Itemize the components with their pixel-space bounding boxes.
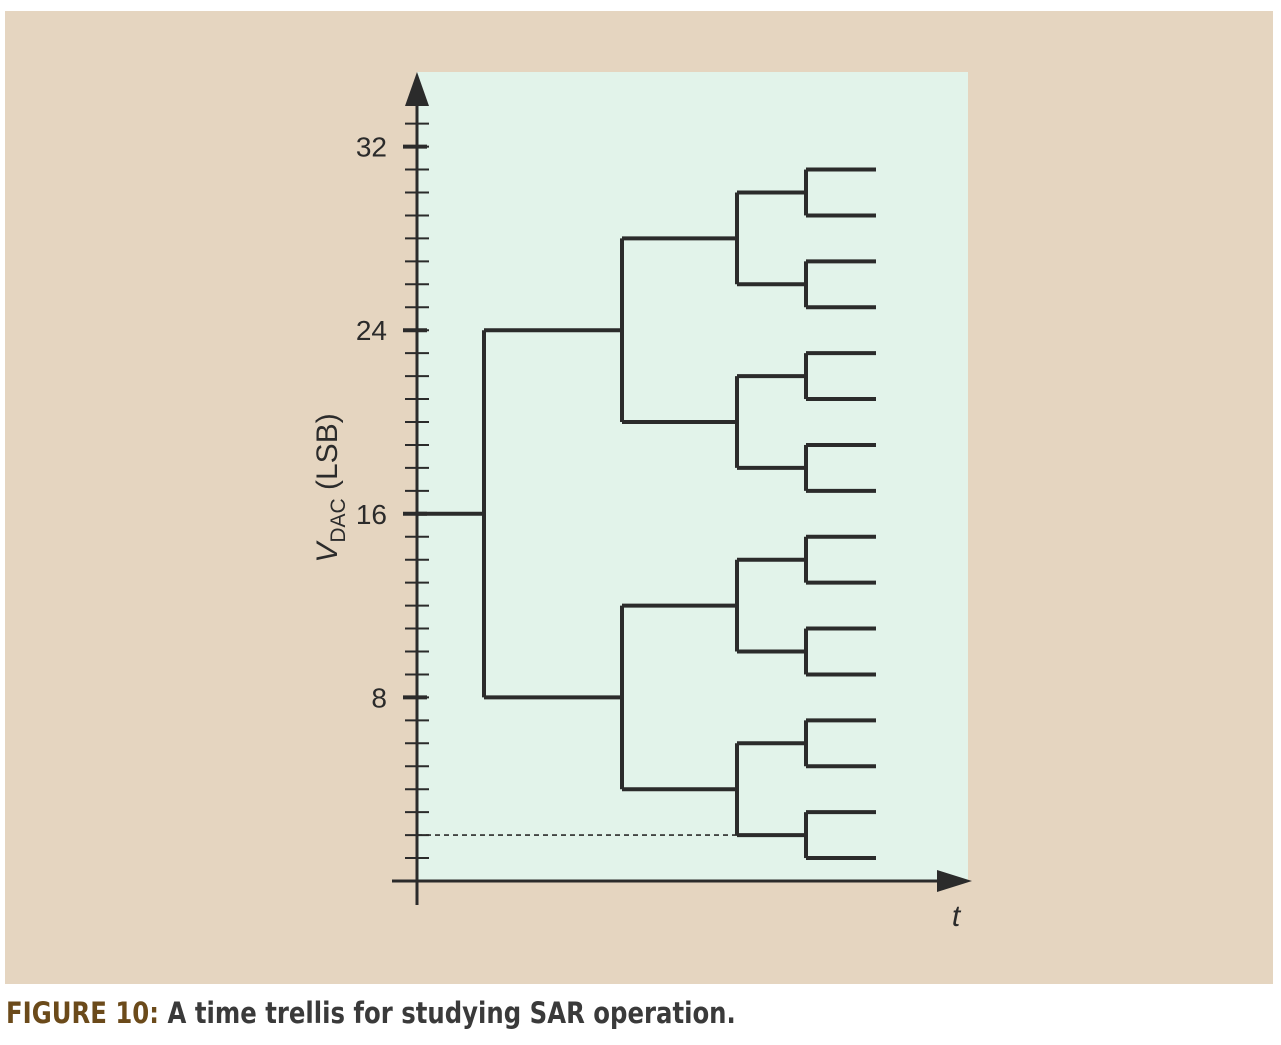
y-tick-label: 16	[356, 499, 387, 530]
y-axis-title-unit: (LSB)	[311, 413, 344, 498]
plot-area	[417, 72, 968, 880]
trellis-branches	[417, 167, 876, 861]
y-axis-arrow	[405, 72, 429, 106]
x-axis-title: t	[952, 900, 962, 933]
y-axis-major-ticks: 32 24 16 8	[356, 132, 427, 713]
y-axis-title-main: V	[311, 540, 344, 563]
y-tick-label: 24	[356, 315, 387, 346]
y-tick-label: 8	[371, 682, 387, 713]
y-axis-title: VDAC (LSB)	[311, 413, 350, 562]
y-axis-title-subscript: DAC	[327, 498, 350, 542]
y-tick-label: 32	[356, 132, 387, 163]
caption-text: A time trellis for studying SAR operatio…	[167, 996, 736, 1030]
x-axis-arrow	[937, 870, 972, 892]
figure-label: FIGURE 10:	[6, 996, 160, 1030]
figure-caption: FIGURE 10: A time trellis for studying S…	[6, 996, 736, 1030]
